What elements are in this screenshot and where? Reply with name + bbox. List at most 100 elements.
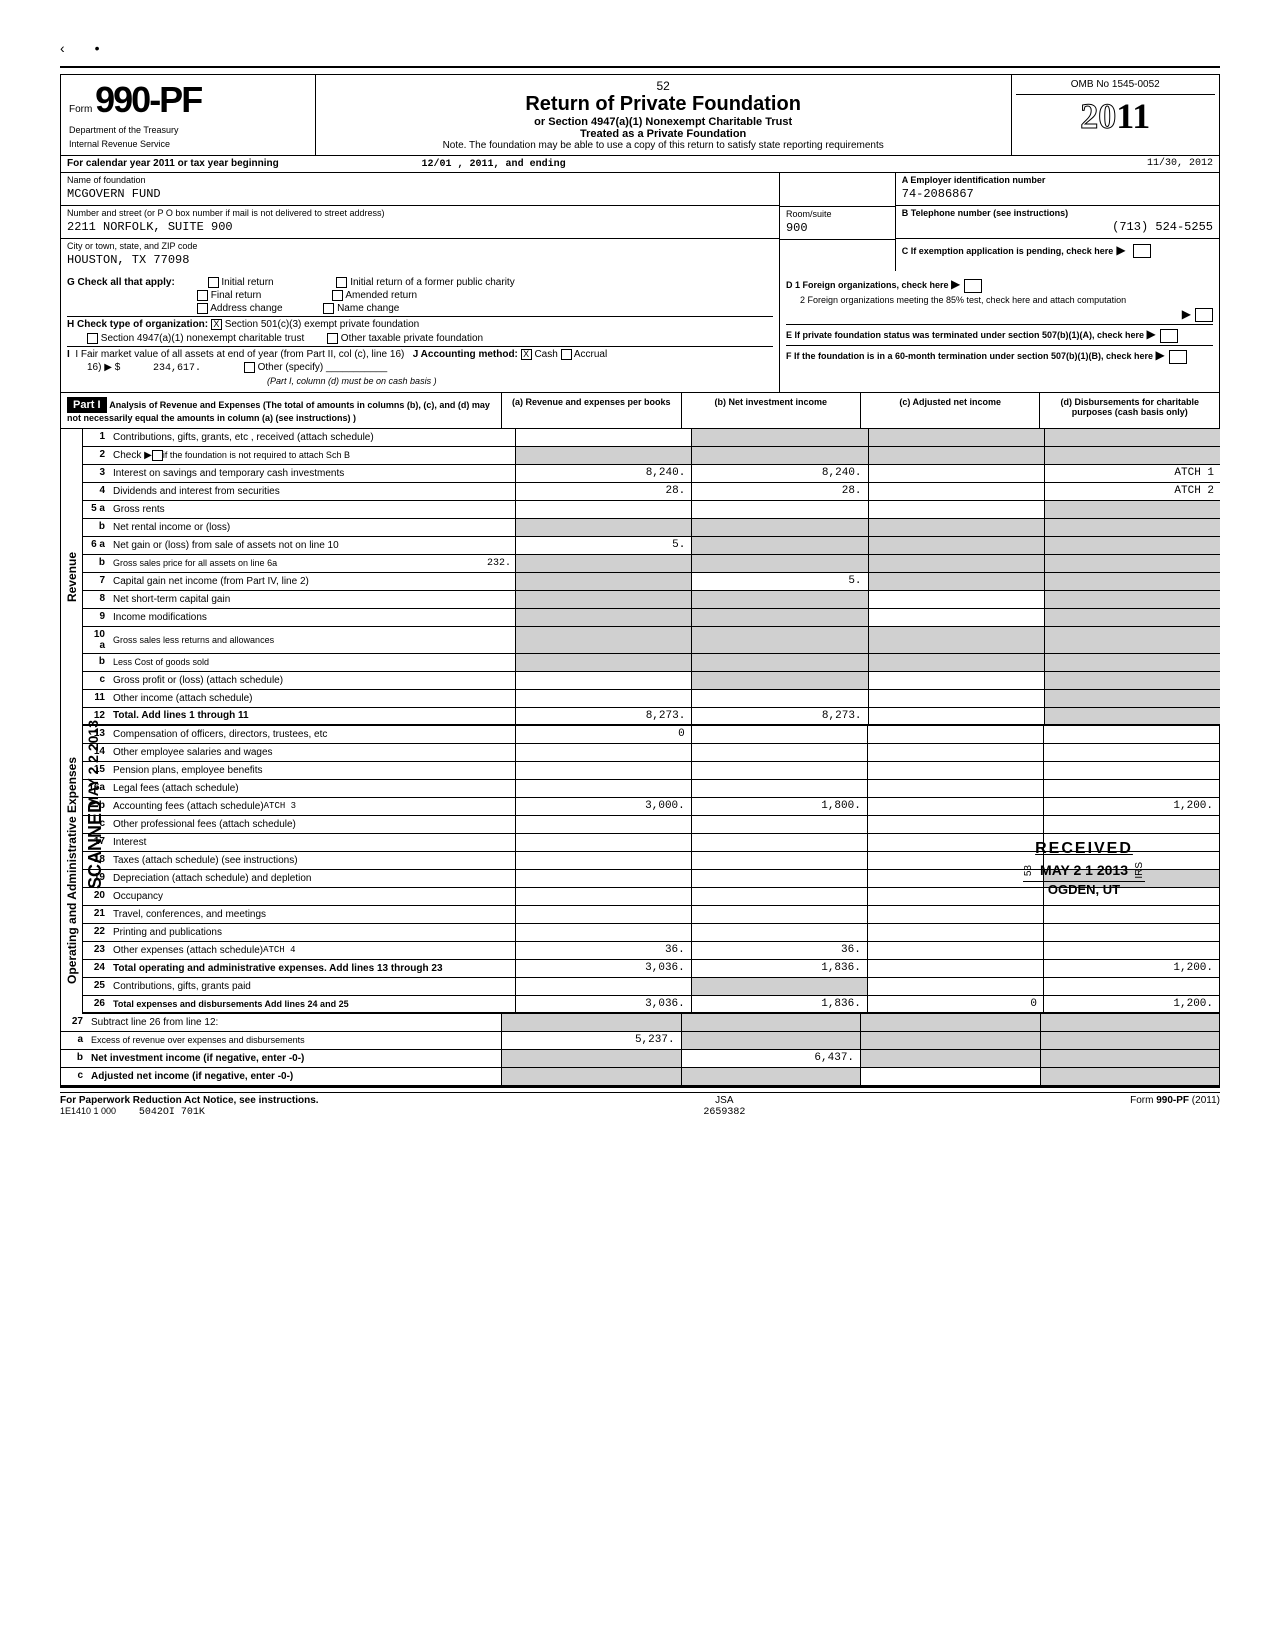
mark-2: • xyxy=(95,40,100,56)
l7-b: 5. xyxy=(691,573,867,590)
l24-b: 1,836. xyxy=(691,960,867,977)
l2b: if the foundation is not required to att… xyxy=(163,450,350,460)
j-note: (Part I, column (d) must be on cash basi… xyxy=(267,376,773,386)
l24: Total operating and administrative expen… xyxy=(109,960,515,977)
footer: For Paperwork Reduction Act Notice, see … xyxy=(60,1092,1220,1118)
dept-2: Internal Revenue Service xyxy=(69,139,307,149)
form-prefix: Form xyxy=(69,104,92,115)
l4-d: ATCH 2 xyxy=(1044,483,1220,500)
l17: Interest xyxy=(109,834,515,851)
l27a: Excess of revenue over expenses and disb… xyxy=(87,1032,501,1049)
expenses-label: Operating and Administrative Expenses xyxy=(65,757,79,984)
stamp-date: MAY 2 1 2013 xyxy=(1040,862,1128,878)
l18: Taxes (attach schedule) (see instruction… xyxy=(109,852,515,869)
l8: Net short-term capital gain xyxy=(109,591,515,608)
l2a: Check ▶ xyxy=(113,450,152,461)
part1-title: Analysis of Revenue and Expenses (The to… xyxy=(67,400,490,423)
j3-checkbox[interactable] xyxy=(244,362,255,373)
l23-a: 36. xyxy=(515,942,691,959)
part1-header-row: Part I Analysis of Revenue and Expenses … xyxy=(60,393,1220,429)
l12-a: 8,273. xyxy=(515,708,691,724)
footer-form: Form 990-PF (2011) xyxy=(1130,1095,1220,1106)
j2-checkbox[interactable] xyxy=(561,349,572,360)
j-label: J Accounting method: xyxy=(413,349,518,360)
d2-label: 2 Foreign organizations meeting the 85% … xyxy=(800,295,1213,305)
l16b: Accounting fees (attach schedule) xyxy=(113,801,264,812)
l3-b: 8,240. xyxy=(691,465,867,482)
h3-checkbox[interactable] xyxy=(327,333,338,344)
treated-as: Treated as a Private Foundation xyxy=(324,128,1003,140)
l21: Travel, conferences, and meetings xyxy=(109,906,515,923)
g2-checkbox[interactable] xyxy=(197,290,208,301)
l23-atch: ATCH 4 xyxy=(263,945,295,955)
g6-checkbox[interactable] xyxy=(323,303,334,314)
form-number: 990-PF xyxy=(95,79,201,120)
g1-checkbox[interactable] xyxy=(208,277,219,288)
calendar-label: For calendar year 2011 or tax year begin… xyxy=(67,158,279,169)
i-value: 234,617. xyxy=(153,363,201,374)
city-label: City or town, state, and ZIP code xyxy=(61,239,779,253)
calendar-begin: 12/01 , 2011, and ending xyxy=(422,159,566,170)
footer-code1: 1E1410 1 000 xyxy=(60,1106,116,1116)
l26-c: 0 xyxy=(867,996,1043,1012)
check-section: G Check all that apply: Initial return I… xyxy=(60,271,1220,393)
footer-code2: 5042OI 701K xyxy=(139,1107,205,1118)
l14: Other employee salaries and wages xyxy=(109,744,515,761)
j1-checkbox[interactable]: X xyxy=(521,349,532,360)
identity-block: Name of foundation MCGOVERN FUND Number … xyxy=(60,173,1220,271)
mark-1: ‹ xyxy=(60,40,65,56)
l16c: Other professional fees (attach schedule… xyxy=(109,816,515,833)
dept-1: Department of the Treasury xyxy=(69,125,307,135)
l10b: Less Cost of goods sold xyxy=(109,654,515,671)
h2-checkbox[interactable] xyxy=(87,333,98,344)
scanned-stamp: SCANNED xyxy=(85,800,106,889)
f-label: F If the foundation is in a 60-month ter… xyxy=(786,351,1153,361)
form-subtitle: or Section 4947(a)(1) Nonexempt Charitab… xyxy=(324,116,1003,128)
d1-checkbox[interactable] xyxy=(964,279,982,293)
l27b: Net investment income (if negative, ente… xyxy=(87,1050,501,1067)
page-no: 52 xyxy=(324,79,1003,93)
l27a-a: 5,237. xyxy=(501,1032,680,1049)
room-label: Room/suite xyxy=(780,207,895,221)
e-checkbox[interactable] xyxy=(1160,329,1178,343)
arrow-icon: ▶ xyxy=(1116,243,1125,257)
calendar-row: For calendar year 2011 or tax year begin… xyxy=(60,156,1220,173)
stamp-received: RECEIVED xyxy=(1023,840,1145,858)
l5a: Gross rents xyxy=(109,501,515,518)
l26-b: 1,836. xyxy=(691,996,867,1012)
l10a: Gross sales less returns and allowances xyxy=(109,627,515,653)
l2-checkbox[interactable] xyxy=(152,450,163,461)
l4-b: 28. xyxy=(691,483,867,500)
c-checkbox[interactable] xyxy=(1133,244,1151,258)
l22: Printing and publications xyxy=(109,924,515,941)
g5-checkbox[interactable] xyxy=(332,290,343,301)
tel-label: B Telephone number (see instructions) xyxy=(896,206,1219,220)
l6b-val: 232. xyxy=(487,558,511,569)
footer-left: For Paperwork Reduction Act Notice, see … xyxy=(60,1095,319,1106)
h1-checkbox[interactable]: X xyxy=(211,319,222,330)
l24-a: 3,036. xyxy=(515,960,691,977)
l24-d: 1,200. xyxy=(1043,960,1219,977)
l6b: Gross sales price for all assets on line… xyxy=(113,558,277,568)
foundation-name: MCGOVERN FUND xyxy=(61,187,779,205)
stamp-ogden: OGDEN, UT xyxy=(1023,881,1145,897)
omb-no: OMB No 1545-0052 xyxy=(1016,79,1215,95)
l26: Total expenses and disbursements Add lin… xyxy=(109,996,515,1012)
l15: Pension plans, employee benefits xyxy=(109,762,515,779)
l10c: Gross profit or (loss) (attach schedule) xyxy=(109,672,515,689)
d2-checkbox[interactable] xyxy=(1195,308,1213,322)
stamp-num: 53 xyxy=(1023,865,1034,876)
revenue-label: Revenue xyxy=(65,552,79,602)
scan-date-stamp: MAY 2 2 2013 xyxy=(85,720,101,808)
footer-num: 2659382 xyxy=(703,1107,745,1118)
col-d-header: (d) Disbursements for charitable purpose… xyxy=(1039,393,1218,428)
room: 900 xyxy=(780,221,895,239)
g3-checkbox[interactable] xyxy=(197,303,208,314)
g4-checkbox[interactable] xyxy=(336,277,347,288)
l16b-atch: ATCH 3 xyxy=(264,801,296,811)
city: HOUSTON, TX 77098 xyxy=(61,253,779,271)
i-label: I Fair market value of all assets at end… xyxy=(75,349,404,360)
f-checkbox[interactable] xyxy=(1169,350,1187,364)
calendar-end: 11/30, 2012 xyxy=(964,156,1219,172)
stamp-irs: IRS xyxy=(1134,862,1145,879)
